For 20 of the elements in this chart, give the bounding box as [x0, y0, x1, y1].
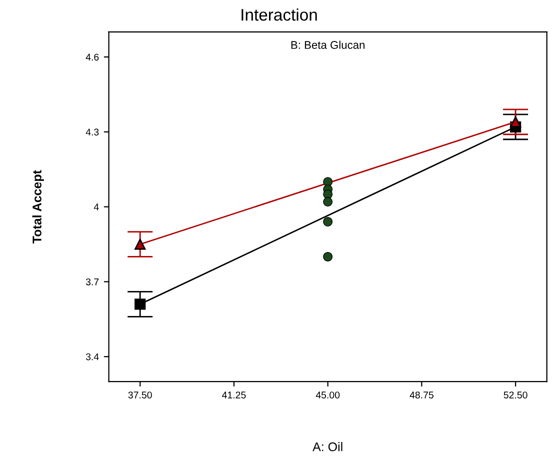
x-tick-label: 48.75 — [410, 392, 434, 398]
point — [134, 298, 146, 310]
point — [510, 116, 522, 128]
x-axis-title: A: Oil — [312, 442, 342, 452]
x-tick-label: 37.50 — [128, 392, 152, 398]
y-axis-title: Total Accept — [32, 170, 44, 244]
y-tick-label: 4.3 — [86, 128, 99, 136]
x-tick-label: 41.25 — [222, 392, 246, 398]
x-tick-label: 45.00 — [316, 392, 340, 398]
point — [323, 252, 333, 262]
chart-title: Interaction — [242, 8, 317, 21]
y-tick-label: 4 — [94, 204, 99, 210]
y-tick-label: 4.6 — [86, 54, 99, 61]
point — [323, 217, 333, 227]
y-tick-label: 3.4 — [86, 353, 99, 360]
point — [134, 238, 146, 250]
text: B: Beta Glucan — [291, 40, 364, 49]
point — [323, 197, 333, 207]
y-tick-label: 3.7 — [86, 278, 99, 286]
x-tick-label: 52.50 — [504, 392, 528, 398]
